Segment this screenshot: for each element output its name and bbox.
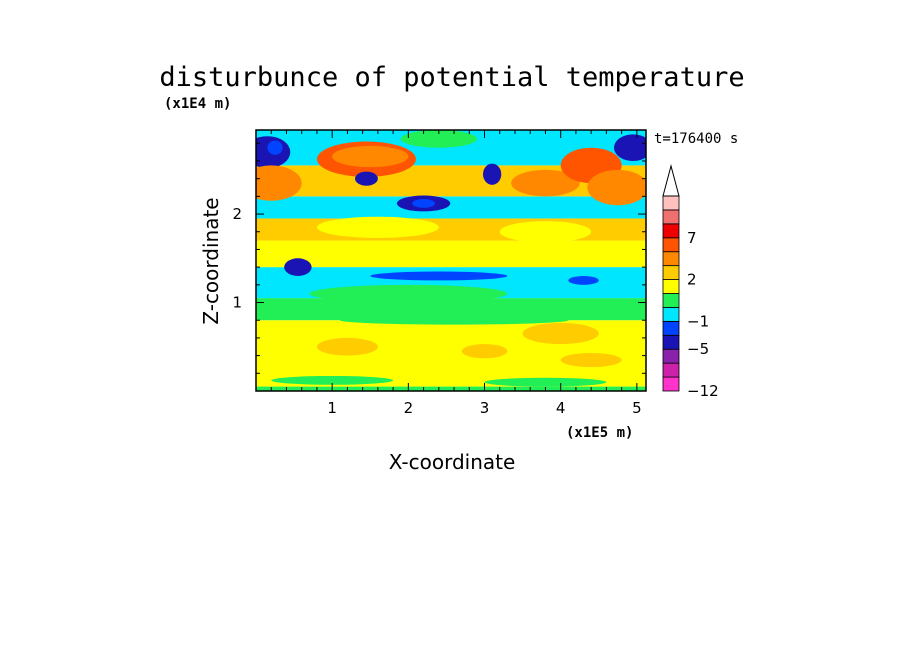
colorbar-swatch xyxy=(662,348,680,364)
colorbar-swatch xyxy=(662,195,680,211)
colorbar-tick-label: 7 xyxy=(687,229,697,247)
colorbar-swatch xyxy=(662,320,680,336)
colorbar-swatch xyxy=(662,251,680,267)
colorbar-tick-label: 2 xyxy=(687,271,697,289)
x-unit-label: (x1E5 m) xyxy=(566,425,633,441)
field-blob-0 xyxy=(256,136,291,169)
colorbar-swatch xyxy=(662,279,680,294)
field-blob-22 xyxy=(560,352,622,368)
field-band-2 xyxy=(256,298,646,321)
colorbar-swatch xyxy=(662,265,680,280)
colorbar-swatch xyxy=(662,293,680,308)
y-tick-label: 2 xyxy=(232,205,242,223)
colorbar-swatch xyxy=(662,376,680,392)
field-blob-13 xyxy=(400,130,477,148)
field-blob-15 xyxy=(499,221,592,243)
field-blob-11 xyxy=(587,169,646,206)
field-blob-1 xyxy=(267,140,283,155)
field-blob-26 xyxy=(484,377,607,387)
colorbar: 7 2 −1 −5 −12 xyxy=(662,164,719,400)
field-blob-14 xyxy=(316,216,439,238)
field-blob-2 xyxy=(256,165,302,201)
field-blob-12 xyxy=(614,134,646,161)
x-tick-label: 1 xyxy=(327,399,337,417)
field-blob-4 xyxy=(332,145,409,168)
field-band-0 xyxy=(256,386,646,391)
colorbar-tick-label: −12 xyxy=(687,382,719,400)
field-area xyxy=(256,130,646,391)
plot-frame xyxy=(255,129,647,392)
field-blob-21 xyxy=(461,344,508,359)
x-tick-label: 2 xyxy=(404,399,414,417)
colorbar-swatch xyxy=(662,307,680,322)
field-blob-16 xyxy=(284,258,312,276)
colorbar-tick-label: −1 xyxy=(687,312,709,330)
time-label: t=176400 s xyxy=(654,131,738,147)
x-axis: 1 2 3 4 5 xyxy=(270,130,642,417)
y-axis: 12 xyxy=(232,142,646,374)
colorbar-swatch xyxy=(662,223,680,239)
x-tick-label: 3 xyxy=(480,399,490,417)
y-tick-label: 1 xyxy=(232,294,242,312)
field-blob-7 xyxy=(412,199,436,208)
field-blob-25 xyxy=(271,375,394,385)
field-blob-20 xyxy=(316,337,378,356)
field-band-4 xyxy=(256,240,646,268)
y-axis-label: Z-coordinate xyxy=(199,197,223,324)
field-blob-17 xyxy=(370,271,508,281)
x-axis-label: X-coordinate xyxy=(389,450,516,474)
field-blob-9 xyxy=(511,169,580,197)
x-tick-label: 5 xyxy=(632,399,642,417)
colorbar-swatch xyxy=(662,334,680,350)
colorbar-swatch xyxy=(662,237,680,253)
field-blob-5 xyxy=(355,171,378,186)
colorbar-swatch xyxy=(662,362,680,378)
y-unit-label: (x1E4 m) xyxy=(164,96,231,112)
field-blob-24 xyxy=(339,315,569,325)
x-tick-label: 4 xyxy=(556,399,566,417)
field-blob-23 xyxy=(522,322,599,345)
field-band-6 xyxy=(256,196,646,219)
colorbar-swatch xyxy=(662,209,680,225)
colorbar-tick-label: −5 xyxy=(687,340,709,358)
colorbar-overflow-arrow xyxy=(662,164,680,197)
chart-title: disturbunce of potential temperature xyxy=(159,62,744,93)
field-blob-18 xyxy=(568,275,599,285)
field-blob-19 xyxy=(309,284,508,303)
field-blob-8 xyxy=(482,163,502,185)
